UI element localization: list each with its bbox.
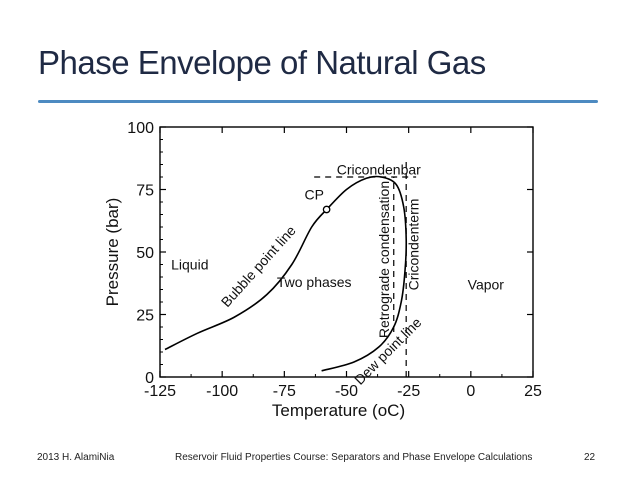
annotation-retrograde-condensation: Retrograde condensation <box>376 181 392 338</box>
series-bubble-point-line <box>164 208 328 351</box>
annotation-bubble-point-line: Bubble point line <box>218 222 299 310</box>
annotation-two-phases: Two phases <box>277 274 352 290</box>
y-tick-label: 0 <box>145 370 154 387</box>
y-tick-label: 50 <box>136 245 154 262</box>
x-tick-label: 0 <box>466 383 475 400</box>
x-tick-label: -50 <box>335 383 358 400</box>
annotation-vapor: Vapor <box>468 277 505 293</box>
x-axis-label: Temperature (oC) <box>272 401 405 420</box>
phase-envelope-chart: -125 -100 -75 -50 -25 0 25 0 25 50 75 100 Temperatur… <box>103 120 542 420</box>
x-tick-label: -100 <box>206 383 238 400</box>
series-dew-point-line <box>321 175 408 372</box>
y-tick-label: 100 <box>127 120 154 137</box>
x-tick-label: 25 <box>524 383 542 400</box>
y-axis-label: Pressure (bar) <box>103 198 122 307</box>
x-tick-label: -75 <box>273 383 296 400</box>
x-tick-label: -25 <box>397 383 420 400</box>
annotation-cp: CP <box>304 187 323 203</box>
x-tick-label: -125 <box>144 383 176 400</box>
y-tick-label: 25 <box>136 308 154 325</box>
footer-page-number: 22 <box>584 452 596 463</box>
annotation-cricondenbar: Cricondenbar <box>337 162 421 178</box>
point-cp <box>322 205 331 214</box>
footer-course: Reservoir Fluid Properties Course: Separ… <box>175 452 533 463</box>
slide-title: Phase Envelope of Natural Gas <box>38 44 486 81</box>
y-tick-label: 75 <box>136 183 154 200</box>
title-underline <box>38 100 598 103</box>
footer-author: 2013 H. AlamiNia <box>37 452 115 463</box>
annotation-liquid: Liquid <box>171 257 208 273</box>
annotation-cricondenterm: Cricondenterm <box>406 199 422 291</box>
